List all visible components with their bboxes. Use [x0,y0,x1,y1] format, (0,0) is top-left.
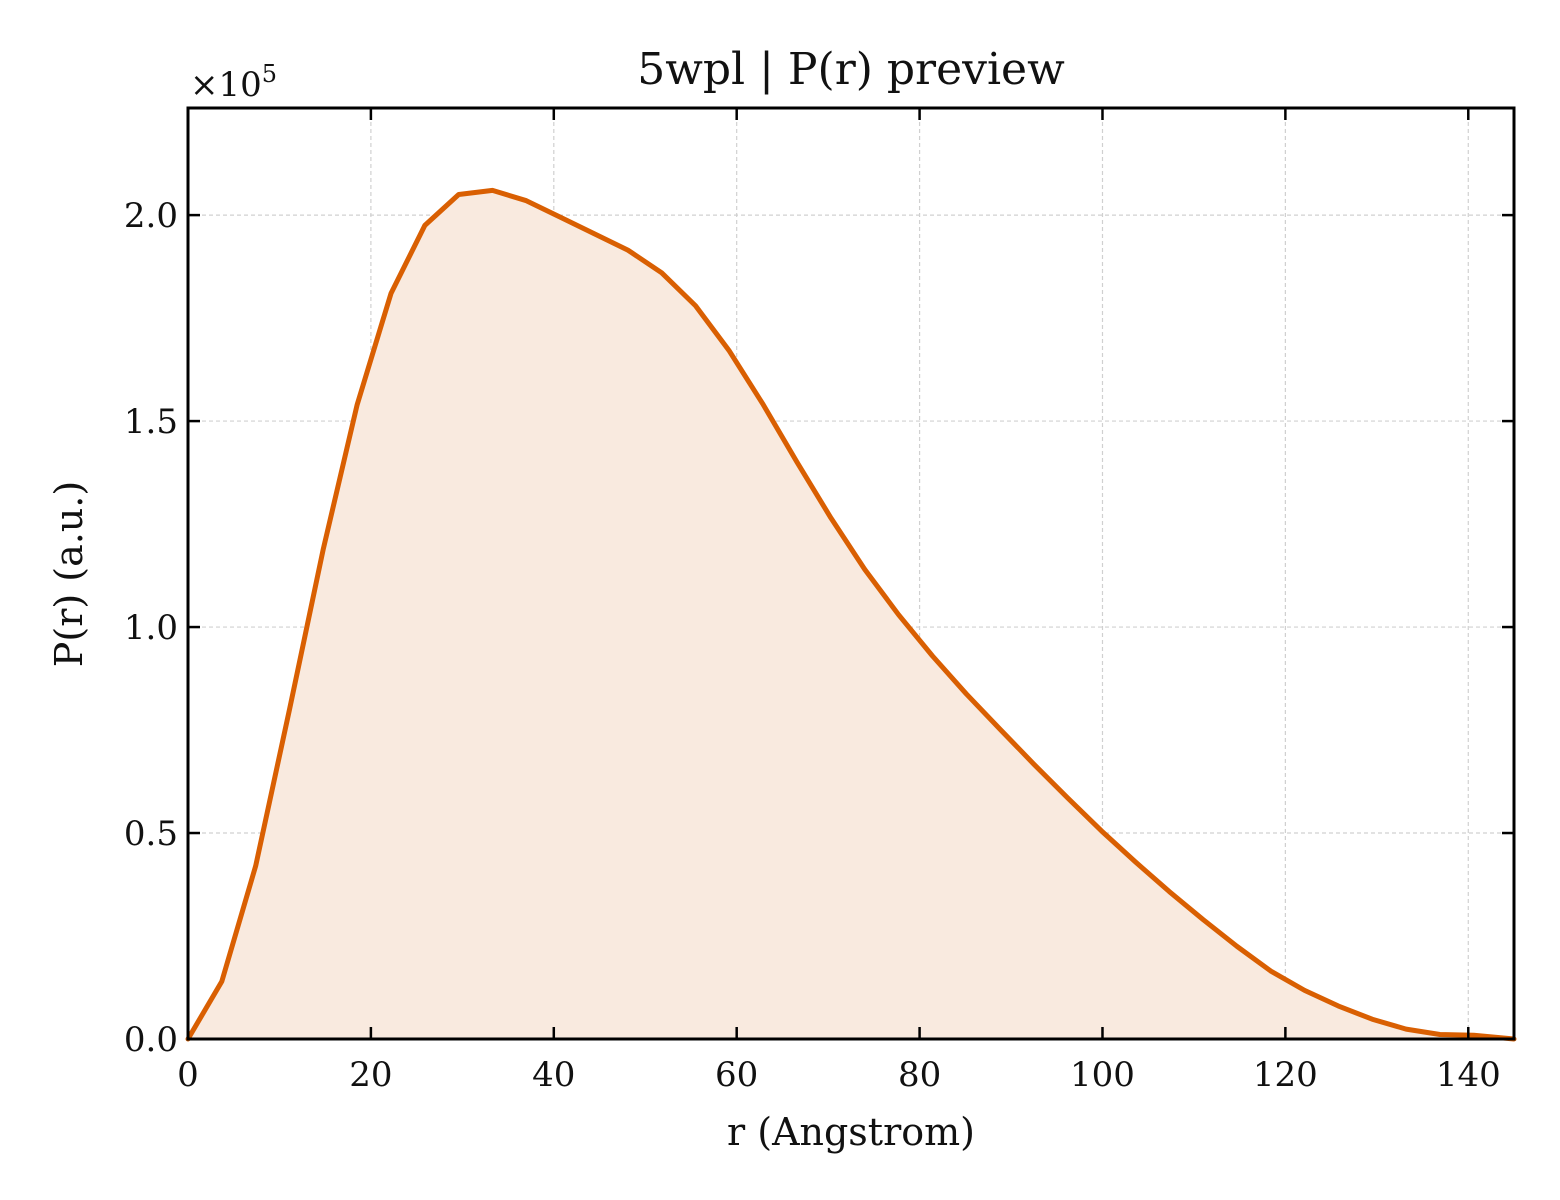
y-offset-label: ×105 [190,60,277,105]
x-tick-label: 80 [898,1055,941,1095]
x-axis-label: r (Angstrom) [727,1110,975,1154]
area-fill [188,190,1514,1039]
x-tick-label: 100 [1070,1055,1135,1095]
x-tick-label: 60 [715,1055,758,1095]
y-tick-label: 1.5 [124,402,178,442]
y-tick-label: 0.0 [124,1020,178,1060]
x-tick-label: 120 [1253,1055,1318,1095]
x-tick-label: 140 [1436,1055,1501,1095]
series-line [185,187,1517,1042]
x-axis-ticks: 0 20 40 60 80 100 120 140 [177,108,1501,1095]
chart-title: 5wpl | P(r) preview [637,44,1065,95]
y-offset-exponent: 5 [262,60,277,88]
x-tick-label: 0 [177,1055,199,1095]
plot-frame [186,106,1516,1041]
x-tick-label: 40 [532,1055,575,1095]
y-offset-prefix: ×10 [190,65,262,105]
x-tick-label: 20 [349,1055,392,1095]
y-tick-label: 1.0 [124,608,178,648]
y-tick-label: 2.0 [124,196,178,236]
y-tick-label: 0.5 [124,814,178,854]
y-axis-ticks: 0.0 0.5 1.0 1.5 2.0 [124,196,1514,1060]
y-axis-label: P(r) (a.u.) [47,481,91,667]
